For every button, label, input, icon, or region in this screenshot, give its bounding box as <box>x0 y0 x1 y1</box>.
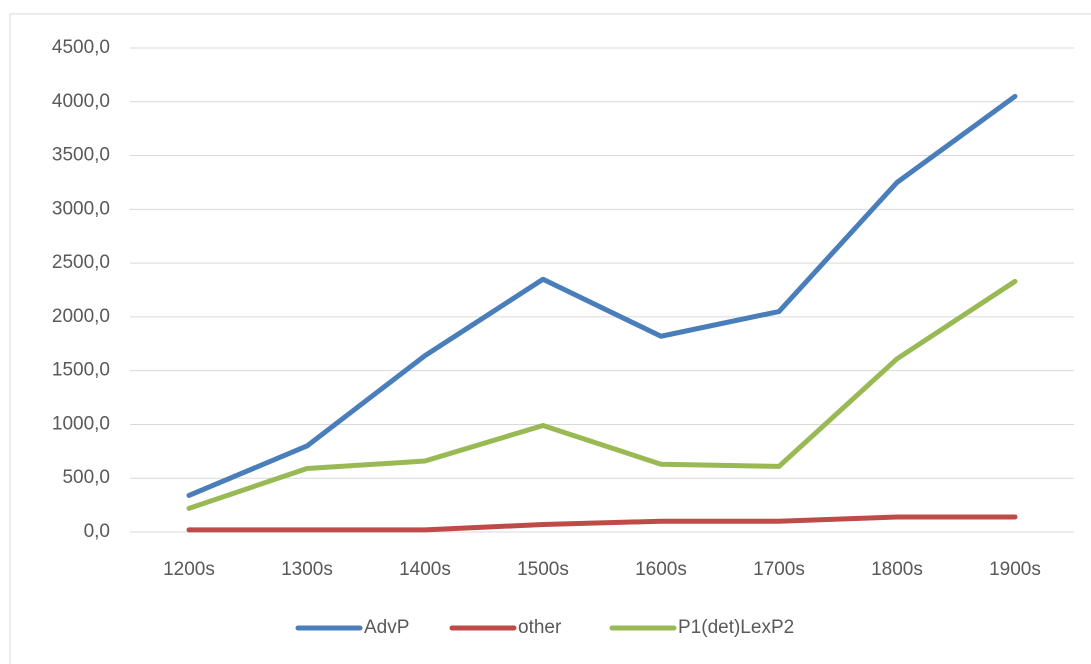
legend-label: P1(det)LexP2 <box>678 617 794 638</box>
y-tick-label: 4500,0 <box>52 37 110 58</box>
y-tick-label: 1000,0 <box>52 413 110 434</box>
x-tick-label: 1500s <box>517 559 569 580</box>
legend-label: other <box>518 617 562 638</box>
chart-frame <box>9 13 1091 664</box>
y-tick-label: 2500,0 <box>52 252 110 273</box>
series-line <box>186 278 1018 511</box>
y-tick-label: 500,0 <box>62 467 110 488</box>
y-tick-label: 3500,0 <box>52 145 110 166</box>
x-tick-label: 1300s <box>281 559 333 580</box>
y-tick-label: 2000,0 <box>52 306 110 327</box>
y-tick-label: 1500,0 <box>52 360 110 381</box>
x-tick-label: 1600s <box>635 559 687 580</box>
x-tick-label: 1900s <box>989 559 1041 580</box>
y-tick-label: 4000,0 <box>52 91 110 112</box>
series-line <box>186 93 1018 498</box>
x-tick-label: 1700s <box>753 559 805 580</box>
y-tick-label: 0,0 <box>84 521 110 542</box>
x-tick-label: 1800s <box>871 559 923 580</box>
series-line <box>186 514 1018 533</box>
y-tick-label: 3000,0 <box>52 198 110 219</box>
x-tick-label: 1200s <box>163 559 215 580</box>
legend-label: AdvP <box>364 617 409 638</box>
x-tick-label: 1400s <box>399 559 451 580</box>
